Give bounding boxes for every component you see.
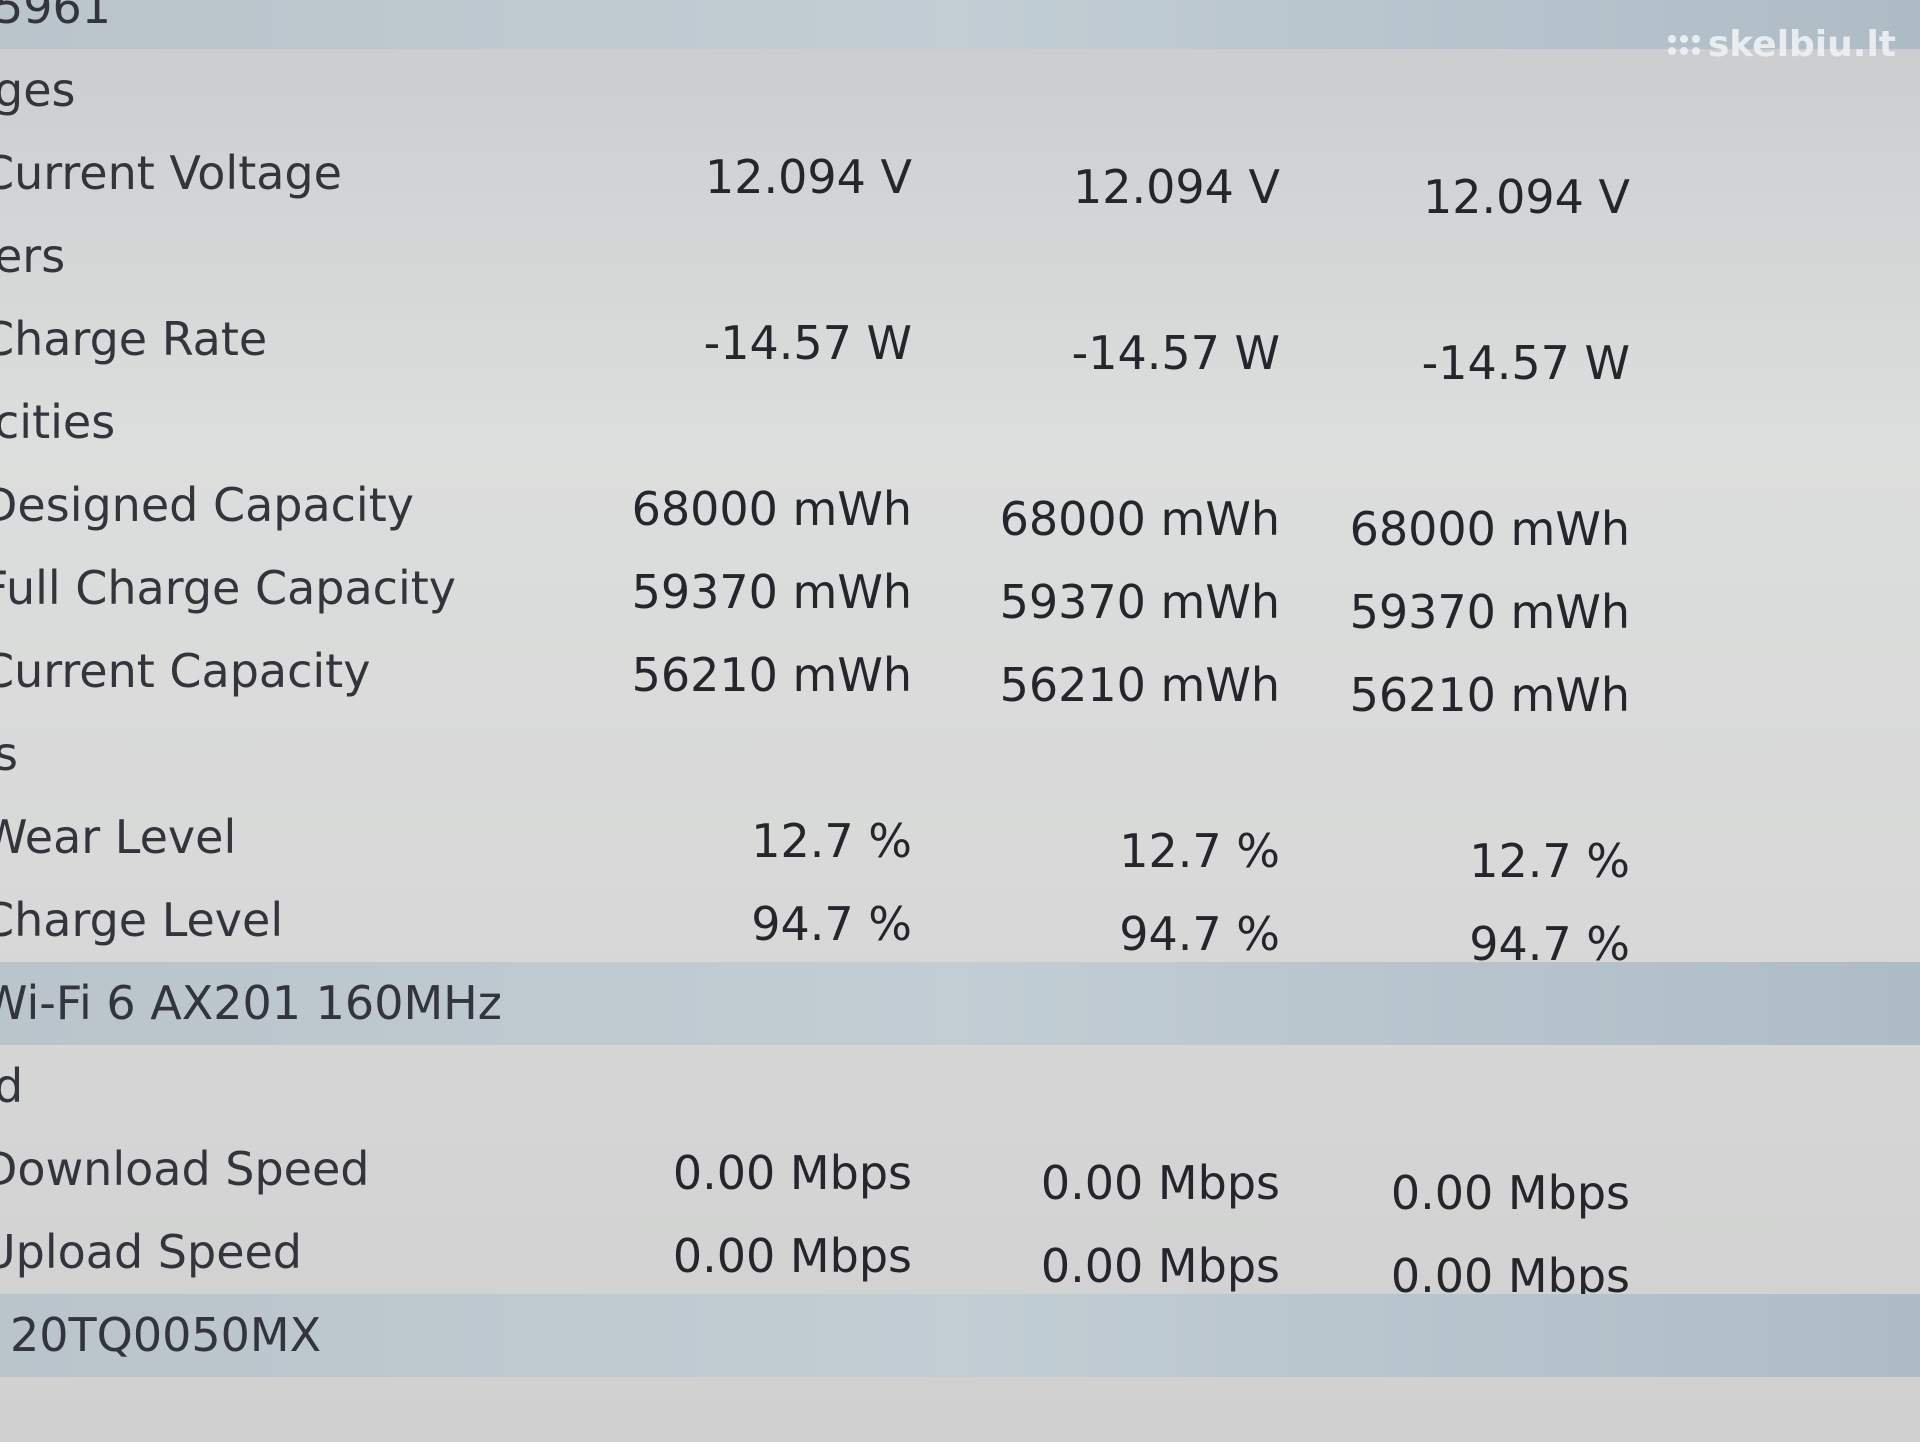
row-label: d [0, 1059, 24, 1113]
watermark: skelbiu.lt [1667, 24, 1896, 65]
value-max: 59370 mWh [1349, 585, 1630, 639]
table-row[interactable]: ers [0, 215, 1920, 298]
skelbiu-logo-icon [1667, 34, 1700, 55]
row-label: s [0, 727, 18, 781]
table-row[interactable]: d [0, 1045, 1920, 1128]
value-max: 68000 mWh [1349, 502, 1630, 556]
table-row[interactable]: s [0, 713, 1920, 796]
table-row[interactable]: Full Charge Capacity 59370 mWh 59370 mWh 59… [0, 547, 1920, 639]
value-max: -14.57 W [1421, 336, 1630, 390]
value-current: 59370 mWh [631, 565, 912, 619]
table-row[interactable]: 20TQ0050MX [0, 1294, 1920, 1377]
value-current: 56210 mWh [631, 648, 912, 702]
row-label: Download Speed [0, 1142, 370, 1196]
row-label: Wear Level [0, 810, 237, 864]
value-min: 0.00 Mbps [1040, 1239, 1280, 1293]
table-row[interactable]: Current Voltage 12.094 V 12.094 V 12.094 V [0, 132, 1920, 224]
row-label: 20TQ0050MX [10, 1308, 322, 1362]
value-max: 0.00 Mbps [1390, 1166, 1630, 1220]
value-min: 12.7 % [1119, 824, 1280, 878]
row-label: 5961 [0, 0, 112, 34]
table-row[interactable]: Download Speed 0.00 Mbps 0.00 Mbps 0.00 Mbp… [0, 1128, 1920, 1220]
table-row[interactable]: Current Capacity 56210 mWh 56210 mWh 56210 … [0, 630, 1920, 722]
row-label: Full Charge Capacity [0, 561, 456, 615]
row-label: Wi-Fi 6 AX201 160MHz [0, 976, 502, 1030]
value-min: 94.7 % [1119, 907, 1280, 961]
table-row[interactable]: ges [0, 49, 1920, 132]
row-label: cities [0, 395, 116, 449]
watermark-text: skelbiu.lt [1707, 24, 1896, 65]
row-label: Charge Rate [0, 312, 268, 366]
value-max: 12.7 % [1469, 834, 1630, 888]
table-row[interactable]: Wear Level 12.7 % 12.7 % 12.7 % [0, 796, 1920, 888]
value-current: 0.00 Mbps [672, 1146, 912, 1200]
value-min: 0.00 Mbps [1040, 1156, 1280, 1210]
value-max: 12.094 V [1422, 170, 1630, 224]
value-current: 12.094 V [704, 150, 912, 204]
table-row[interactable]: Wi-Fi 6 AX201 160MHz [0, 962, 1920, 1045]
table-row[interactable]: Charge Level 94.7 % 94.7 % 94.7 % [0, 879, 1920, 971]
value-max: 56210 mWh [1349, 668, 1630, 722]
value-min: 59370 mWh [999, 575, 1280, 629]
row-label: Designed Capacity [0, 478, 414, 532]
value-current: 12.7 % [751, 814, 912, 868]
table-row[interactable]: Designed Capacity 68000 mWh 68000 mWh 68000… [0, 464, 1920, 556]
value-current: 68000 mWh [631, 482, 912, 536]
row-label: Current Capacity [0, 644, 371, 698]
value-min: 68000 mWh [999, 492, 1280, 546]
value-current: 94.7 % [751, 897, 912, 951]
row-label: Upload Speed [0, 1225, 303, 1279]
table-row[interactable]: cities [0, 381, 1920, 464]
table-row[interactable]: Charge Rate -14.57 W -14.57 W -14.57 W [0, 298, 1920, 390]
value-min: -14.57 W [1071, 326, 1280, 380]
row-label: Charge Level [0, 893, 284, 947]
row-label: ers [0, 229, 66, 283]
table-row[interactable]: 5961 [0, 0, 1920, 49]
value-min: 56210 mWh [999, 658, 1280, 712]
row-label: ges [0, 63, 76, 117]
table-row[interactable]: Upload Speed 0.00 Mbps 0.00 Mbps 0.00 Mbps [0, 1211, 1920, 1303]
value-min: 12.094 V [1072, 160, 1280, 214]
row-label: Current Voltage [0, 146, 342, 200]
value-current: 0.00 Mbps [672, 1229, 912, 1283]
value-current: -14.57 W [703, 316, 912, 370]
